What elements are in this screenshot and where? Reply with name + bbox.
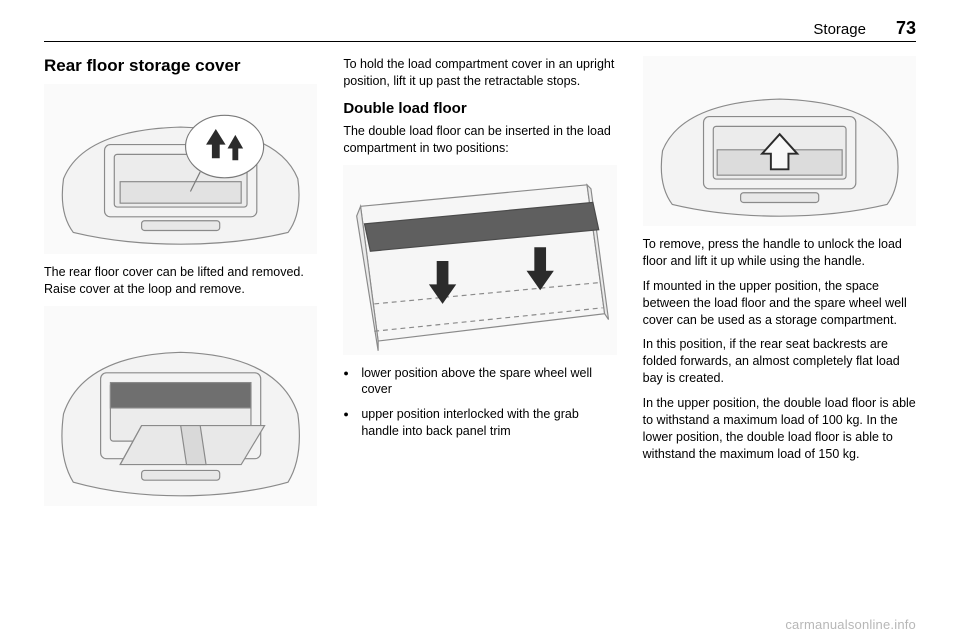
column-left: Rear floor storage cover	[44, 56, 317, 516]
para-remove-handle: To remove, press the handle to unlock th…	[643, 236, 916, 270]
para-double-load-intro: The double load floor can be inserted in…	[343, 123, 616, 157]
page-header: Storage 73	[44, 18, 916, 42]
bullet-list-positions: lower position above the spare wheel wel…	[343, 365, 616, 441]
figure-remove-load-floor	[643, 56, 916, 226]
bullet-upper-position: upper position interlocked with the grab…	[343, 406, 616, 440]
subsection-double-load-floor: Double load floor	[343, 100, 616, 117]
para-max-load: In the upper position, the double load f…	[643, 395, 916, 463]
figure-rear-floor-cover	[44, 84, 317, 254]
column-right: To remove, press the handle to unlock th…	[643, 56, 916, 516]
para-upper-storage: If mounted in the upper position, the sp…	[643, 278, 916, 329]
manual-page: Storage 73 Rear floor storage cover	[0, 0, 960, 642]
para-rear-floor-desc: The rear floor cover can be lifted and r…	[44, 264, 317, 298]
bullet-lower-position: lower position above the spare wheel wel…	[343, 365, 616, 399]
column-middle: To hold the load compartment cover in an…	[343, 56, 616, 516]
para-upright-position: To hold the load compartment cover in an…	[343, 56, 616, 90]
figure-rear-floor-removed	[44, 306, 317, 506]
section-title-rear-floor: Rear floor storage cover	[44, 56, 317, 76]
footer-source: carmanualsonline.info	[785, 617, 916, 632]
header-section-title: Storage	[813, 21, 866, 38]
content-columns: Rear floor storage cover	[44, 56, 916, 516]
header-page-number: 73	[896, 18, 916, 39]
figure-double-load-floor-positions	[343, 165, 616, 355]
para-flat-bay: In this position, if the rear seat backr…	[643, 336, 916, 387]
